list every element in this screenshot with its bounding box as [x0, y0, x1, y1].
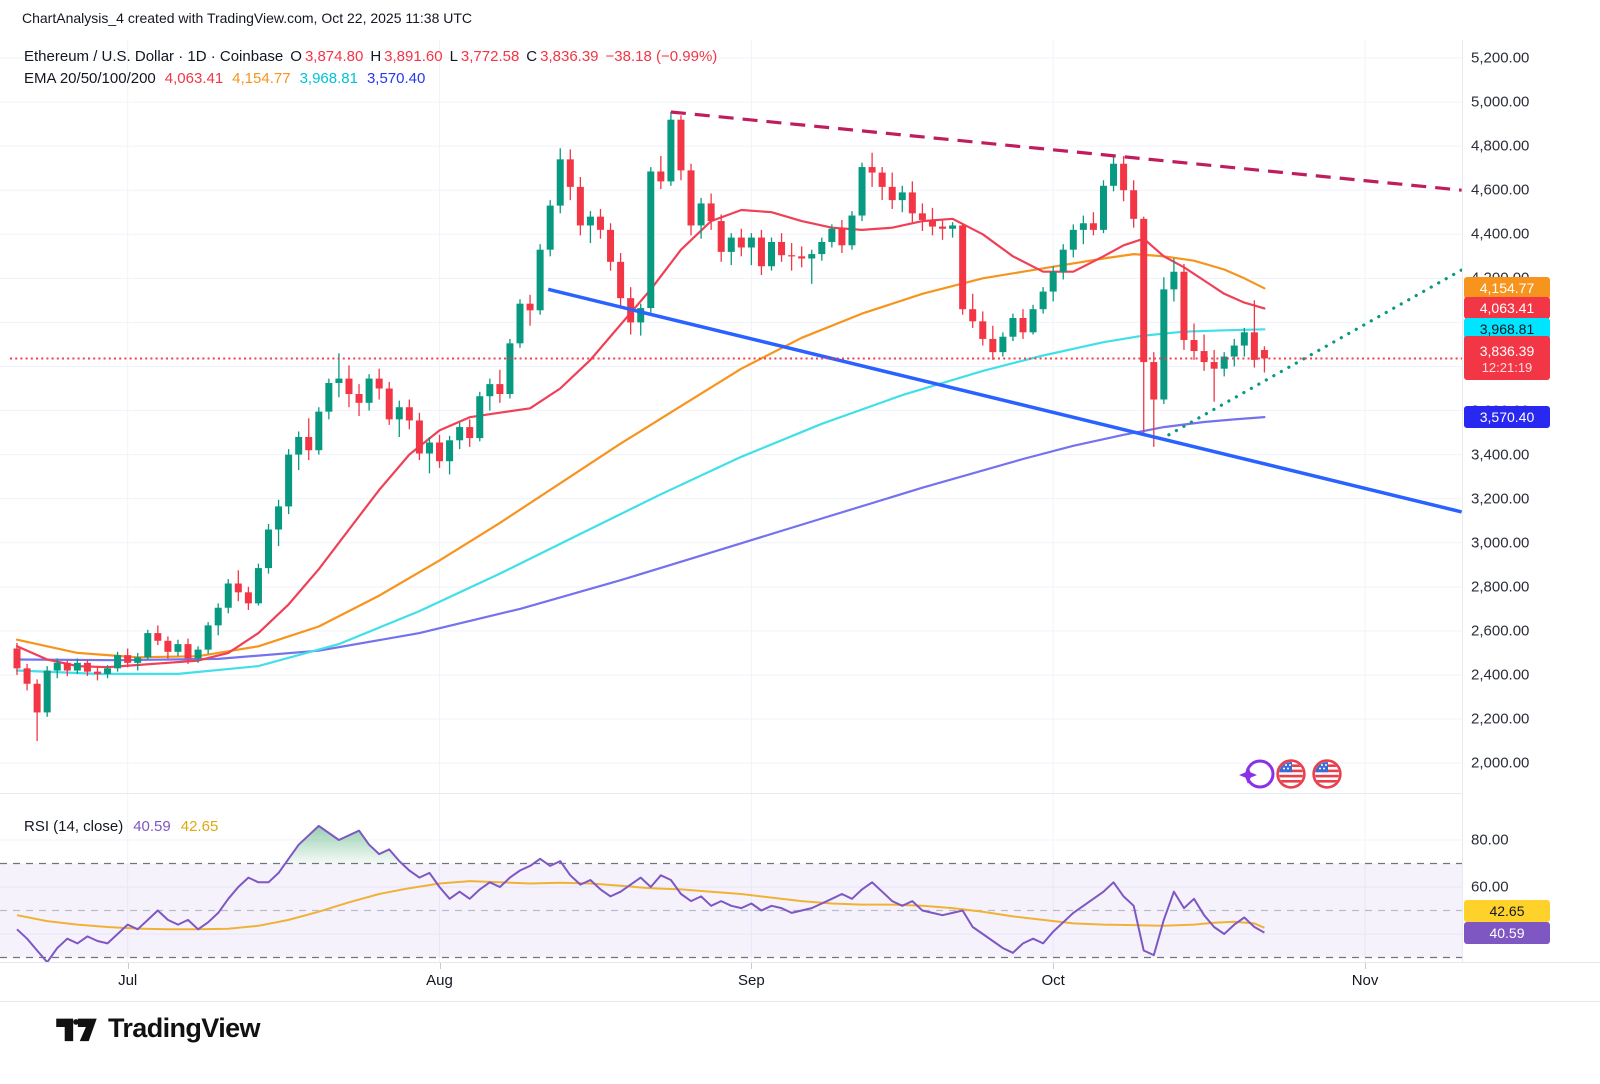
price-tick-label: 2,600.00: [1471, 622, 1530, 640]
price-tick-label: 4,600.00: [1471, 181, 1530, 199]
rsi-band: [0, 862, 1462, 959]
price-tag-415477: 4,154.77: [1464, 277, 1550, 300]
ema-100-line: [15, 328, 1266, 676]
rsi-value: 40.59: [133, 818, 171, 835]
price-tag-406341: 4,063.41: [1464, 297, 1550, 320]
price-tag-415477-value: 4,154.77: [1479, 280, 1535, 297]
rsi-ma-tag: 42.65: [1464, 899, 1550, 922]
ema50-value: 4,154.77: [232, 70, 291, 87]
candlestick-series: [13, 111, 1268, 742]
event-badges[interactable]: [1238, 755, 1344, 798]
ema-20-line: [15, 208, 1266, 669]
month-tick: [439, 963, 441, 969]
rsi-legend: RSI (14, close) 40.59 42.65: [24, 818, 218, 835]
rsi-line: [16, 824, 1265, 962]
open-value: 3,874.80: [304, 48, 364, 65]
grid-lines: [0, 40, 1462, 962]
price-axis-divider: [1462, 40, 1463, 1000]
ema200-value: 3,570.40: [366, 70, 426, 87]
price-tick-label: 2,800.00: [1471, 578, 1530, 596]
price-tick-label: 4,800.00: [1471, 137, 1530, 155]
price-tick-label: 3,000.00: [1471, 534, 1530, 552]
price-tick-label: 2,000.00: [1471, 754, 1530, 772]
price-tick-label: 3,400.00: [1471, 446, 1530, 464]
month-label-aug: Aug: [426, 972, 453, 989]
rsi-tag: 40.59: [1464, 921, 1550, 944]
close-label: C: [526, 48, 538, 65]
change-value: −38.18 (−0.99%): [605, 48, 718, 65]
tradingview-wordmark: TradingView: [108, 1012, 261, 1043]
month-tick: [127, 963, 129, 969]
close-value: 3,836.39: [540, 48, 599, 65]
low-value: 3,772.58: [460, 48, 520, 65]
price-tag-357040: 3,570.40: [1464, 406, 1550, 429]
rsi-tick-label: 80.00: [1471, 831, 1509, 849]
rsi-label: RSI (14, close): [24, 818, 124, 835]
high-label: H: [370, 48, 382, 65]
month-label-nov: Nov: [1351, 972, 1379, 989]
pane-separator[interactable]: [0, 793, 1462, 794]
price-tag-406341-value: 4,063.41: [1479, 300, 1535, 317]
page-title: ChartAnalysis_4 created with TradingView…: [22, 10, 473, 26]
price-tag-383639-value: 3,836.39: [1479, 342, 1535, 359]
open-label: O: [290, 48, 302, 65]
ai-sparkle-icon[interactable]: [1239, 759, 1275, 789]
us-flag-event-icon[interactable]: [1312, 759, 1342, 789]
price-tag-396881-value: 3,968.81: [1479, 321, 1535, 338]
price-tick-label: 5,000.00: [1471, 93, 1530, 111]
price-tick-label: 2,200.00: [1471, 710, 1530, 728]
rsi-tick-label: 60.00: [1471, 878, 1509, 896]
month-label-sep: Sep: [738, 972, 765, 989]
price-tag-383639: 3,836.39 12:21:19: [1464, 336, 1550, 381]
tradingview-logo: TradingView: [54, 1012, 261, 1044]
symbol-legend: Ethereum / U.S. Dollar · 1D · Coinbase O…: [24, 48, 717, 65]
main-chart-canvas[interactable]: [0, 40, 1600, 962]
rsi-tag-value: 40.59: [1489, 924, 1525, 941]
price-tag-357040-value: 3,570.40: [1479, 409, 1535, 426]
month-label-jul: Jul: [118, 972, 138, 989]
low-label: L: [449, 48, 458, 65]
symbol-title: Ethereum / U.S. Dollar · 1D · Coinbase: [24, 48, 284, 65]
ema20-value: 4,063.41: [164, 70, 224, 87]
price-tick-label: 4,400.00: [1471, 225, 1530, 243]
month-tick: [1365, 963, 1367, 969]
trendline-descending-resistance[interactable]: [670, 110, 1462, 192]
trendline-broken-support[interactable]: [547, 287, 1462, 514]
rsi-ma-tag-value: 42.65: [1489, 902, 1525, 919]
month-tick: [751, 963, 753, 969]
rsi-ma-value: 42.65: [180, 818, 219, 835]
ema100-value: 3,968.81: [299, 70, 358, 87]
time-axis[interactable]: Jul Aug Sep Oct Nov: [0, 962, 1600, 1002]
rsi-ma-line: [16, 880, 1265, 931]
price-tick-label: 5,200.00: [1471, 49, 1530, 67]
countdown-timer: 12:21:19: [1481, 359, 1533, 375]
high-value: 3,891.60: [384, 48, 443, 65]
price-tick-label: 3,200.00: [1471, 490, 1530, 508]
month-tick: [1053, 963, 1055, 969]
us-flag-event-icon[interactable]: [1276, 759, 1306, 789]
ema-legend: EMA 20/50/100/200 4,063.41 4,154.77 3,96…: [24, 70, 425, 87]
ema-50-line: [15, 253, 1266, 659]
ema-200-line: [15, 416, 1266, 662]
price-tag-396881: 3,968.81: [1464, 318, 1550, 341]
price-tick-label: 2,400.00: [1471, 666, 1530, 684]
tradingview-mark-icon: [56, 1018, 97, 1042]
ema-label: EMA 20/50/100/200: [24, 70, 156, 87]
month-label-oct: Oct: [1041, 972, 1065, 989]
